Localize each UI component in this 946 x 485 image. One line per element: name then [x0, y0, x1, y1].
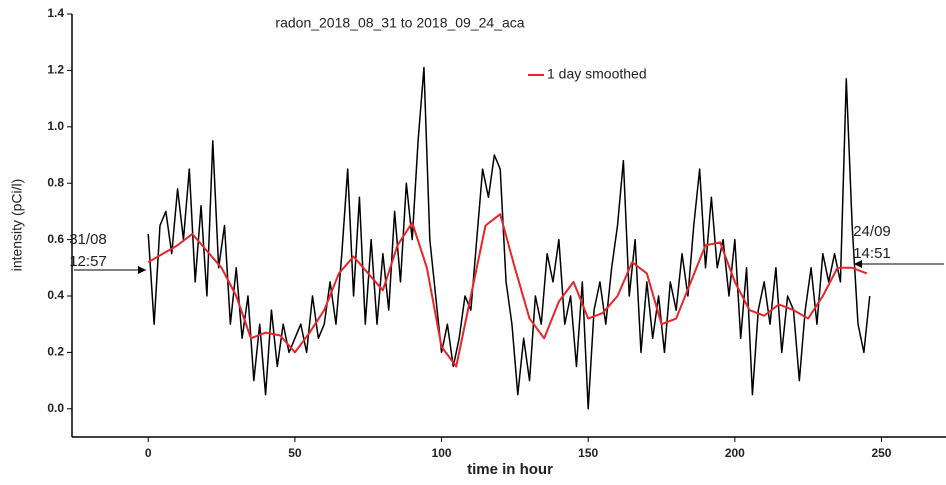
y-tick-label: 0.8	[47, 175, 64, 189]
x-tick-label: 0	[145, 446, 152, 460]
left-arrow	[74, 266, 146, 274]
x-tick-label: 250	[871, 446, 891, 460]
x-tick-label: 200	[725, 446, 745, 460]
annotation: 24/09	[853, 223, 891, 240]
y-axis-label: intensity (pCi/l)	[9, 179, 25, 272]
y-tick-label: 0.0	[47, 401, 64, 415]
annotation: 31/08	[69, 231, 107, 248]
series-line	[147, 213, 868, 368]
y-tick-label: 1.0	[47, 119, 64, 133]
chart-title: radon_2018_08_31 to 2018_09_24_aca	[275, 15, 524, 31]
right-arrow	[854, 260, 944, 268]
y-tick-label: 0.2	[47, 345, 64, 359]
y-tick-label: 1.4	[47, 6, 64, 20]
x-tick-label: 150	[578, 446, 598, 460]
legend-label: 1 day smoothed	[547, 66, 647, 82]
y-tick-label: 0.6	[47, 232, 64, 246]
y-tick-label: 0.4	[47, 288, 64, 302]
series-line	[147, 66, 871, 410]
x-axis-label: time in hour	[467, 461, 553, 478]
annotation: 14:51	[853, 245, 891, 262]
y-tick-label: 1.2	[47, 63, 64, 77]
x-tick-label: 100	[432, 446, 452, 460]
annotation: 12:57	[69, 253, 107, 270]
x-tick-label: 50	[288, 446, 302, 460]
